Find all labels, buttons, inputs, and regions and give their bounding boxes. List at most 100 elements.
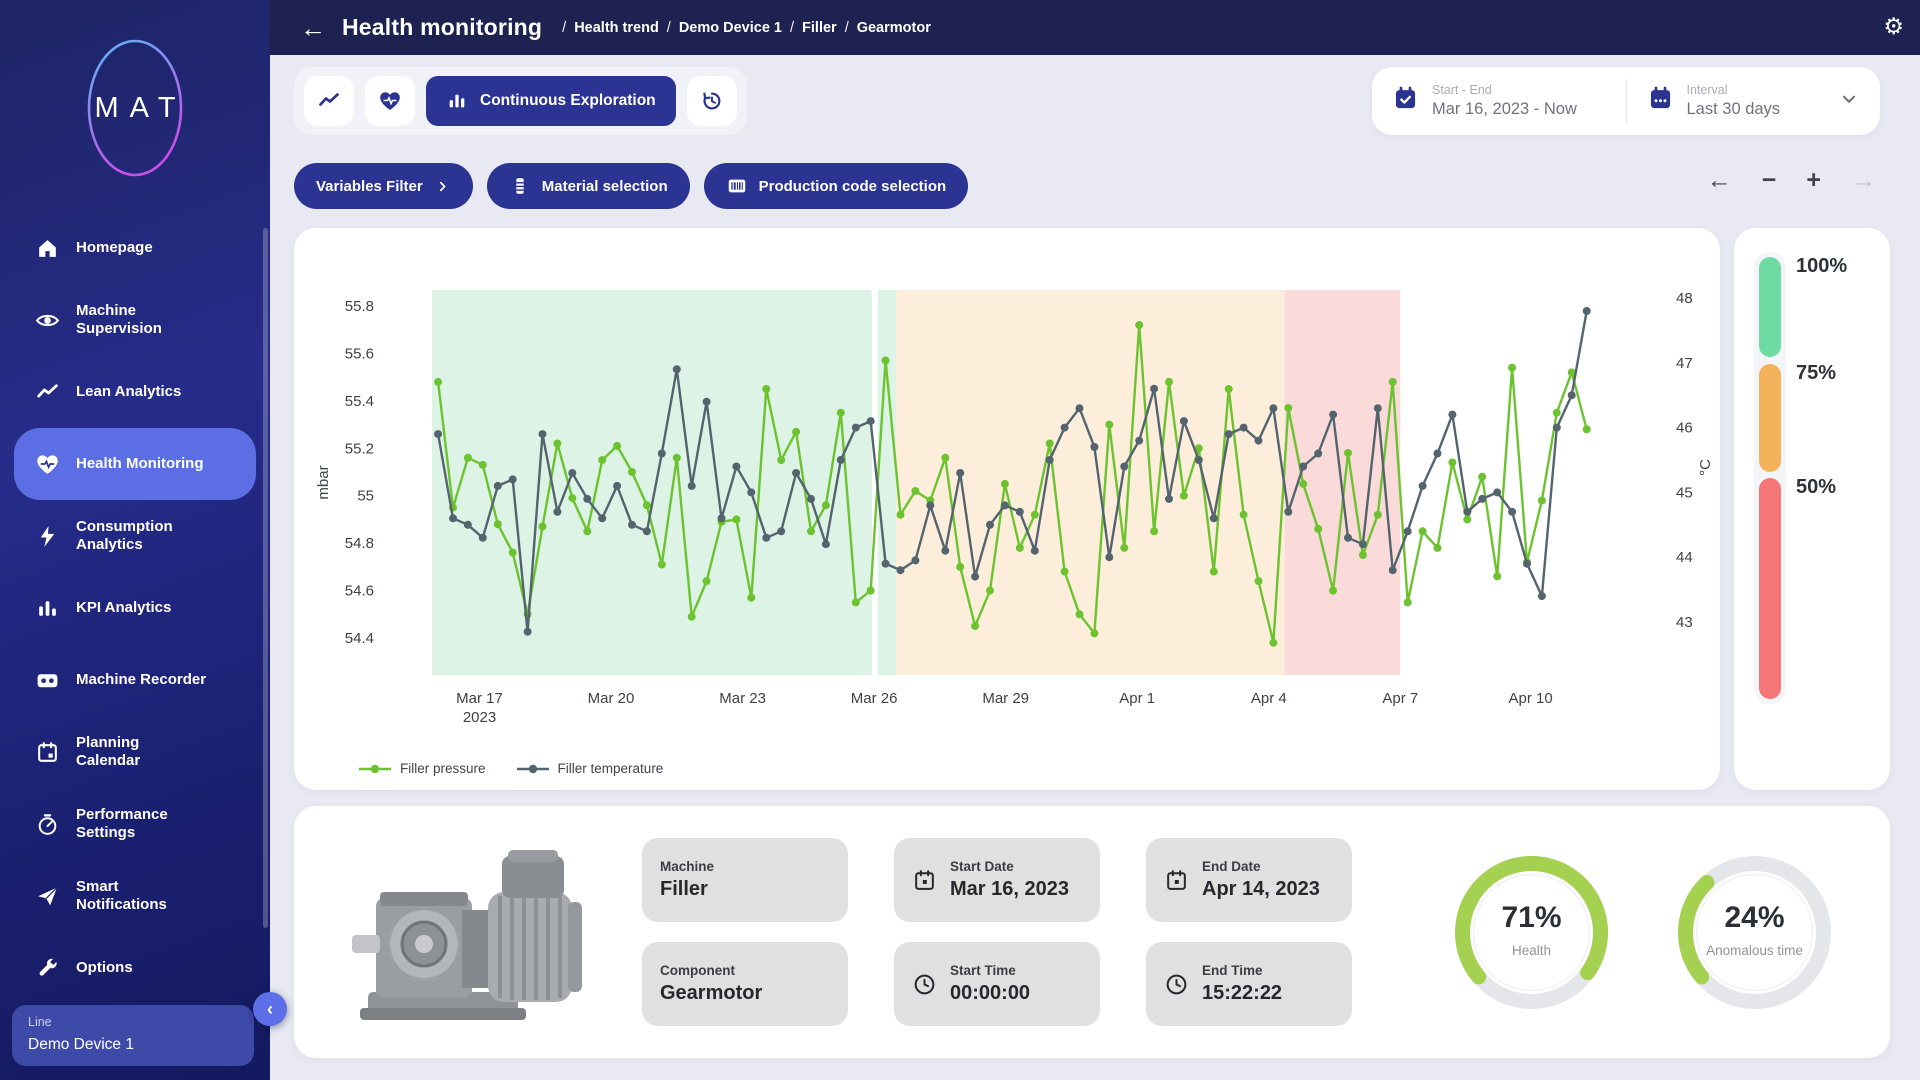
svg-text:°C: °C	[1697, 459, 1714, 476]
svg-text:54.6: 54.6	[345, 583, 374, 600]
home-icon	[35, 236, 60, 261]
component-detail-panel: Machine Filler Start Date Mar 16, 2023 E…	[294, 806, 1890, 1058]
sidebar-item-label: Options	[76, 959, 133, 977]
legend-marker	[358, 763, 392, 775]
detail-card-start-time: Start Time 00:00:00	[894, 942, 1100, 1026]
breadcrumb-separator: /	[845, 20, 849, 36]
threshold-label: 75%	[1796, 362, 1836, 385]
breadcrumb: /Health trend/Demo Device 1/Filler/Gearm…	[554, 20, 931, 36]
detail-label: Start Date	[950, 859, 1069, 874]
svg-text:2023: 2023	[463, 709, 496, 726]
calendar-icon	[35, 740, 60, 765]
svg-text:55.8: 55.8	[345, 298, 374, 315]
detail-card-end-date: End Date Apr 14, 2023	[1146, 838, 1352, 922]
sidebar-item-label: Machine Supervision	[76, 302, 162, 338]
production-code-selection-button[interactable]: Production code selection	[704, 163, 969, 209]
clock-icon	[1164, 972, 1189, 997]
calendar-check-icon	[1392, 85, 1419, 117]
sidebar-item-health-monitoring[interactable]: Health Monitoring	[14, 428, 256, 500]
start-end-selector[interactable]: Start - End Mar 16, 2023 - Now	[1372, 83, 1626, 119]
sidebar-item-smart-notifications[interactable]: Smart Notifications	[14, 860, 256, 932]
sidebar-item-options[interactable]: Options	[14, 932, 256, 1004]
svg-text:45: 45	[1676, 484, 1693, 501]
interval-label: Interval	[1687, 83, 1826, 97]
threshold-label: 100%	[1796, 255, 1847, 278]
svg-text:Apr 10: Apr 10	[1508, 690, 1552, 707]
variables-filter-button[interactable]: Variables Filter	[294, 163, 473, 209]
sidebar-item-lean-analytics[interactable]: Lean Analytics	[14, 356, 256, 428]
svg-text:48: 48	[1676, 290, 1693, 307]
legend-item[interactable]: Filler temperature	[516, 761, 664, 776]
zoom-in-button[interactable]: +	[1806, 168, 1821, 193]
line-device-selector[interactable]: Line Demo Device 1	[12, 1005, 254, 1066]
sidebar-item-machine-supervision[interactable]: Machine Supervision	[14, 284, 256, 356]
sidebar: MAT Homepage Machine Supervision Lean An…	[0, 0, 270, 1080]
breadcrumb-item[interactable]: Filler	[802, 20, 837, 36]
svg-text:47: 47	[1676, 355, 1693, 372]
threshold-label: 50%	[1796, 476, 1836, 499]
legend-item[interactable]: Filler pressure	[358, 761, 486, 776]
detail-cards: Machine Filler Start Date Mar 16, 2023 E…	[642, 838, 1352, 1026]
start-end-value: Mar 16, 2023 - Now	[1432, 100, 1577, 119]
filter-row: Variables Filter Material selection Produc…	[294, 163, 968, 209]
history-button[interactable]	[687, 76, 737, 126]
interval-value: Last 30 days	[1687, 100, 1826, 119]
trend-view-button[interactable]	[304, 76, 354, 126]
sidebar-item-label: Machine Recorder	[76, 671, 206, 689]
svg-text:Mar 20: Mar 20	[588, 690, 635, 707]
svg-text:55.2: 55.2	[345, 440, 374, 457]
continuous-exploration-button[interactable]: Continuous Exploration	[426, 76, 676, 126]
sidebar-scrollbar[interactable]	[263, 228, 268, 928]
zoom-out-button[interactable]: −	[1762, 168, 1777, 193]
svg-text:55: 55	[357, 488, 374, 505]
detail-value: Apr 14, 2023	[1202, 878, 1320, 901]
detail-card-start-date: Start Date Mar 16, 2023	[894, 838, 1100, 922]
detail-value: Gearmotor	[660, 982, 762, 1005]
heart-pulse-icon	[35, 452, 60, 477]
breadcrumb-item[interactable]: Health trend	[574, 20, 659, 36]
svg-text:Apr 1: Apr 1	[1119, 690, 1155, 707]
calendar-day-icon	[1164, 868, 1189, 893]
sidebar-item-label: Performance Settings	[76, 806, 168, 842]
sidebar-item-label: Planning Calendar	[76, 734, 140, 770]
sidebar-item-performance-settings[interactable]: Performance Settings	[14, 788, 256, 860]
paper-plane-icon	[35, 884, 60, 909]
svg-text:Mar 26: Mar 26	[851, 690, 898, 707]
health-view-button[interactable]	[365, 76, 415, 126]
mat-logo-text: MAT	[65, 36, 205, 181]
breadcrumb-item[interactable]: Gearmotor	[857, 20, 931, 36]
date-range-card: Start - End Mar 16, 2023 - Now Interval …	[1372, 67, 1880, 135]
sidebar-item-homepage[interactable]: Homepage	[14, 212, 256, 284]
back-button[interactable]: ←	[300, 15, 326, 41]
interval-selector[interactable]: Interval Last 30 days	[1627, 83, 1881, 119]
detail-label: End Date	[1202, 859, 1320, 874]
sidebar-item-kpi-analytics[interactable]: KPI Analytics	[14, 572, 256, 644]
detail-label: End Time	[1202, 963, 1282, 978]
svg-text:Apr 7: Apr 7	[1382, 690, 1418, 707]
sidebar-nav: Homepage Machine Supervision Lean Analyt…	[0, 212, 270, 1004]
sidebar-item-label: KPI Analytics	[76, 599, 171, 617]
material-selection-button[interactable]: Material selection	[487, 163, 690, 209]
pan-right-button: →	[1851, 168, 1876, 193]
kpi-bars-icon	[35, 596, 60, 621]
threshold-track	[1754, 252, 1786, 704]
bolt-icon	[35, 524, 60, 549]
sidebar-item-consumption-analytics[interactable]: Consumption Analytics	[14, 500, 256, 572]
health-threshold-gauge: 100% 75% 50%	[1734, 228, 1890, 790]
sidebar-item-label: Lean Analytics	[76, 383, 181, 401]
detail-value: Mar 16, 2023	[950, 878, 1069, 901]
chart-canvas[interactable]: 55.855.655.455.25554.854.654.44847464544…	[294, 228, 1720, 728]
sidebar-item-machine-recorder[interactable]: Machine Recorder	[14, 644, 256, 716]
gauge-value: 71%	[1501, 901, 1561, 934]
breadcrumb-item[interactable]: Demo Device 1	[679, 20, 782, 36]
settings-gear-icon[interactable]: ⚙	[1883, 13, 1904, 40]
threshold-segment	[1759, 478, 1781, 699]
sidebar-collapse-button[interactable]: ‹	[253, 992, 287, 1026]
barcode-icon	[726, 175, 748, 197]
sidebar-item-planning-calendar[interactable]: Planning Calendar	[14, 716, 256, 788]
pan-left-button[interactable]: ←	[1707, 168, 1732, 193]
trend-icon	[317, 89, 341, 113]
device-name: Demo Device 1	[28, 1036, 238, 1054]
gauge-health: 71% Health	[1444, 845, 1619, 1020]
legend-marker	[516, 763, 550, 775]
